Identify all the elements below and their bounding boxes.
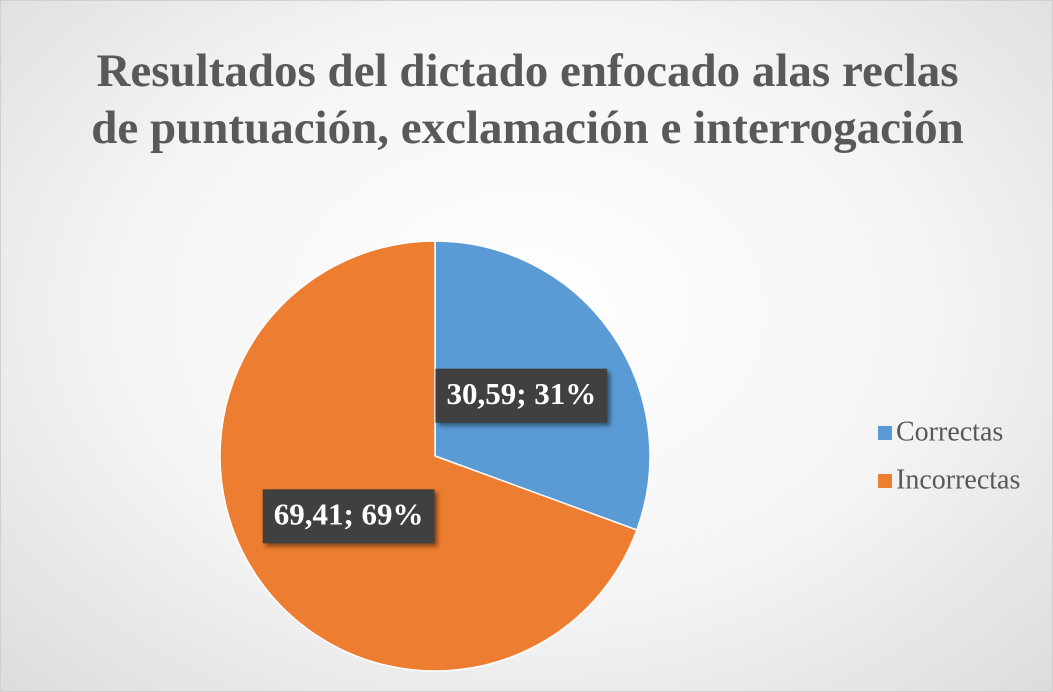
- data-label: 30,59; 31%: [435, 368, 608, 423]
- legend-label: Incorrectas: [896, 464, 1020, 495]
- chart-title: Resultados del dictado enfocado alas rec…: [91, 45, 964, 154]
- data-label-text: 69,41; 69%: [274, 496, 424, 531]
- data-label-box: [262, 489, 435, 544]
- data-label-text: 30,59; 31%: [446, 376, 596, 411]
- legend-label: Correctas: [896, 416, 1003, 447]
- pie-slice: [219, 240, 638, 672]
- legend-swatch: [878, 474, 892, 488]
- legend-swatch: [878, 426, 892, 440]
- data-label: 69,41; 69%: [262, 489, 435, 544]
- data-label-box: [435, 368, 608, 423]
